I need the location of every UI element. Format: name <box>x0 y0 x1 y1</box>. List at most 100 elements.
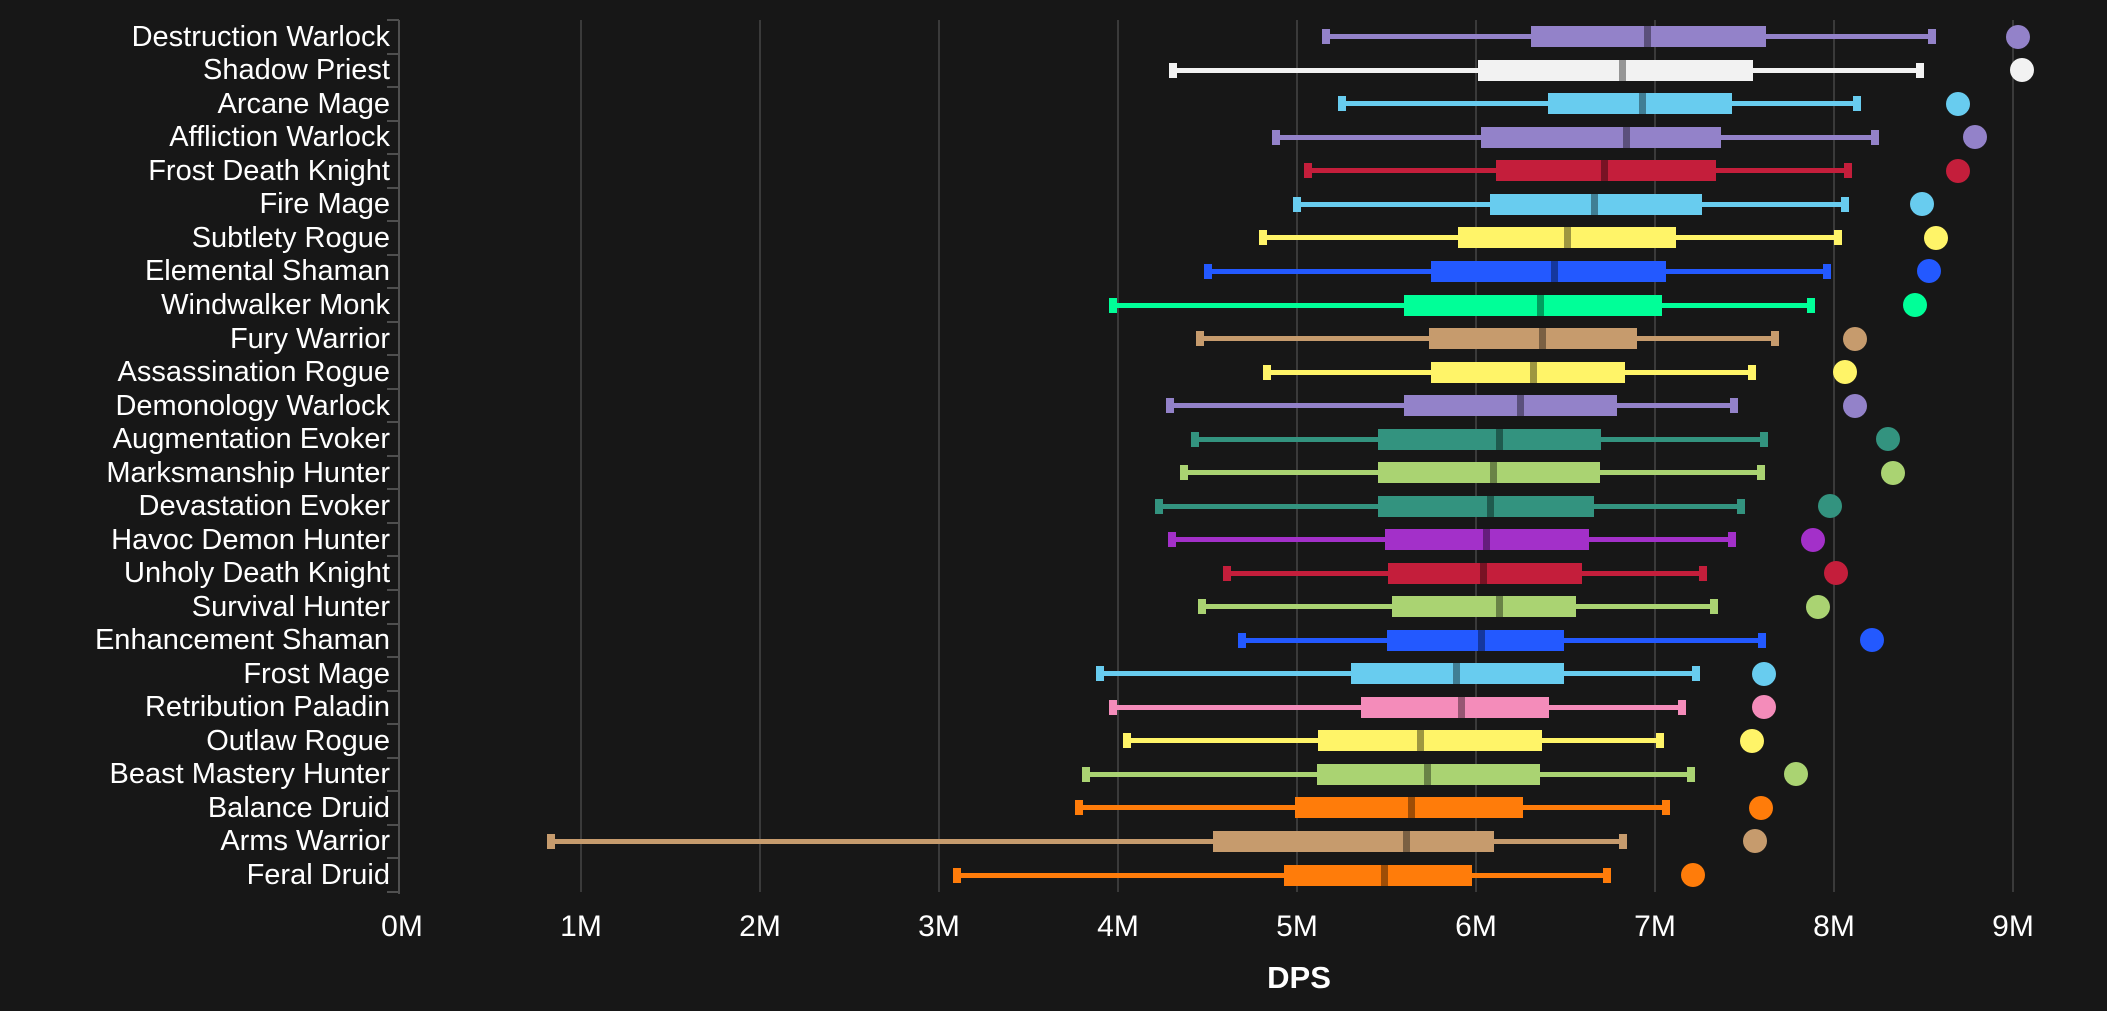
max-point <box>1743 829 1768 854</box>
median-line <box>1486 495 1494 517</box>
category-tick <box>387 790 399 793</box>
category-label: Beast Mastery Hunter <box>109 758 390 791</box>
category-label: Affliction Warlock <box>169 121 390 154</box>
category-label: Destruction Warlock <box>131 20 390 53</box>
category-label: Devastation Evoker <box>138 490 390 523</box>
median-line <box>1477 629 1485 651</box>
category-label: Elemental Shaman <box>144 255 390 288</box>
whisker-cap-low <box>1198 599 1207 615</box>
max-point <box>1805 594 1830 619</box>
category-tick <box>387 287 399 290</box>
category-label: Outlaw Rogue <box>206 724 390 757</box>
category-label: Marksmanship Hunter <box>106 456 390 489</box>
category-tick <box>387 555 399 558</box>
category-label: Enhancement Shaman <box>94 624 390 657</box>
iqr-box <box>1458 227 1677 249</box>
median-line <box>1601 160 1609 182</box>
iqr-box <box>1318 730 1543 752</box>
median-line <box>1495 596 1503 618</box>
whisker-cap-high <box>1602 867 1611 883</box>
iqr-box <box>1212 830 1494 852</box>
median-line <box>1619 59 1627 81</box>
iqr-box <box>1431 260 1666 282</box>
whisker-cap-low <box>1108 699 1117 715</box>
category-tick <box>387 823 399 826</box>
max-point <box>1902 293 1927 317</box>
whisker-cap-low <box>1169 62 1178 78</box>
category-tick <box>387 589 399 591</box>
category-label: Frost Death Knight <box>148 154 390 187</box>
iqr-box <box>1384 529 1589 551</box>
max-point <box>1748 795 1773 820</box>
median-line <box>1479 562 1487 584</box>
whisker-cap-low <box>546 833 555 849</box>
median-line <box>1622 126 1630 148</box>
category-tick <box>387 354 399 357</box>
median-line <box>1529 361 1537 383</box>
x-tick-label-5M: 5M <box>1276 910 1318 943</box>
category-label: Subtlety Rogue <box>191 221 390 254</box>
max-point <box>1916 259 1941 284</box>
gridline-3m <box>938 20 940 892</box>
median-line <box>1381 864 1389 886</box>
whisker-cap-high <box>1686 766 1695 782</box>
median-line <box>1424 763 1432 785</box>
whisker-cap-high <box>1806 297 1815 313</box>
iqr-box <box>1429 328 1638 350</box>
whisker-cap-low <box>1203 263 1212 279</box>
median-line <box>1538 328 1546 350</box>
max-point <box>1875 427 1900 452</box>
gridline-4m <box>1117 20 1119 892</box>
category-label: Frost Mage <box>243 657 390 690</box>
category-label: Arms Warrior <box>220 825 390 858</box>
whisker-cap-low <box>1262 364 1271 380</box>
category-label: Balance Druid <box>207 791 390 824</box>
max-point <box>2009 58 2034 83</box>
median-line <box>1563 227 1571 249</box>
max-point <box>1739 728 1764 753</box>
median-line <box>1458 696 1466 718</box>
median-line <box>1495 428 1503 450</box>
max-point <box>1784 762 1809 787</box>
x-tick-label-4M: 4M <box>1097 910 1139 943</box>
whisker-cap-low <box>1303 163 1312 179</box>
max-point <box>1843 326 1868 351</box>
median-line <box>1452 663 1460 685</box>
category-tick <box>387 622 399 625</box>
whisker-cap-high <box>1844 163 1853 179</box>
iqr-box <box>1391 596 1577 618</box>
whisker-cap-high <box>1692 666 1701 682</box>
whisker-cap-high <box>1871 129 1880 145</box>
median-line <box>1416 730 1424 752</box>
whisker-cap-high <box>1729 398 1738 414</box>
iqr-box <box>1495 160 1716 182</box>
iqr-box <box>1386 629 1564 651</box>
iqr-box <box>1490 193 1702 215</box>
category-label: Fire Mage <box>259 188 390 221</box>
category-label: Shadow Priest <box>203 54 390 87</box>
x-axis-title: DPS <box>1267 960 1331 995</box>
iqr-box <box>1377 462 1600 484</box>
whisker-cap-low <box>1081 766 1090 782</box>
median-line <box>1590 193 1598 215</box>
max-point <box>1823 561 1848 586</box>
whisker-cap-high <box>1699 565 1708 581</box>
iqr-box <box>1361 696 1550 718</box>
category-tick <box>387 521 399 524</box>
whisker-line <box>550 838 1623 844</box>
category-label: Arcane Mage <box>217 87 391 120</box>
category-tick <box>387 756 399 759</box>
category-tick <box>387 857 399 860</box>
whisker-cap-high <box>1710 599 1719 615</box>
category-label: Feral Druid <box>246 859 390 891</box>
iqr-box <box>1531 26 1766 48</box>
whisker-line <box>956 872 1607 878</box>
category-tick <box>387 153 399 156</box>
whisker-cap-low <box>1165 398 1174 414</box>
max-point <box>1752 695 1777 720</box>
median-line <box>1551 260 1559 282</box>
whisker-cap-low <box>1155 498 1164 514</box>
iqr-box <box>1481 126 1722 148</box>
whisker-cap-high <box>1736 498 1745 514</box>
